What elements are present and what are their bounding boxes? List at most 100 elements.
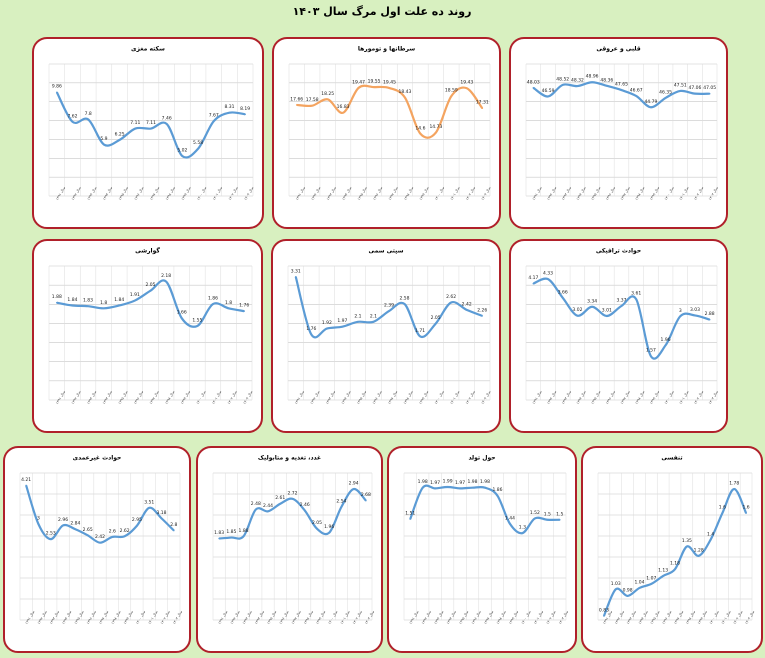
x-tick-label: سال ۱۳۹۵	[590, 186, 601, 201]
point	[686, 545, 688, 548]
data-label: 2.1	[354, 313, 361, 319]
x-tick-label: سال ۱۳۹۹	[180, 390, 191, 405]
x-tick-label: سال ۱۳۹۵	[118, 186, 129, 201]
data-label: 19.47	[352, 79, 365, 85]
data-label: 1.84	[114, 297, 124, 303]
data-label: 1.83	[214, 530, 224, 536]
data-label: 2.42	[95, 534, 105, 540]
x-tick-label: سال ۱۳۹۶	[661, 610, 672, 625]
data-label: 48.96	[586, 74, 599, 80]
x-tick-label: سال ۱۴۰۳	[172, 610, 183, 625]
data-label: 1.86	[208, 296, 218, 302]
point	[102, 307, 105, 310]
x-tick-label: سال ۱۳۹۸	[111, 610, 122, 625]
chart-card: سکته مغزی سال ۱۳۹۱ سال ۱۳۹۲ سال ۱۳۹۳ سال ۱۳۹…	[32, 37, 264, 229]
x-tick-label: سال ۱۴۰۳	[481, 186, 492, 201]
data-label: 18.43	[399, 89, 412, 95]
x-tick-label: سال ۱۴۰۰	[196, 186, 207, 201]
x-tick-label: سال ۱۳۹۶	[605, 390, 616, 405]
data-label: 2.26	[477, 307, 487, 313]
point	[450, 301, 452, 304]
x-tick-label: سال ۱۳۹۹	[315, 610, 326, 625]
data-label: 18.25	[321, 91, 334, 97]
x-tick-label: سال ۱۳۹۵	[356, 390, 367, 405]
x-tick-label: سال ۱۳۹۳	[626, 610, 637, 625]
data-label: 2.53	[46, 531, 56, 537]
x-tick-label: سال ۱۴۰۳	[364, 610, 375, 625]
x-tick-label: سال ۱۴۰۱	[211, 390, 222, 405]
x-tick-label: سال ۱۳۹۶	[134, 186, 145, 201]
data-label: 2.05	[431, 315, 441, 321]
point	[403, 303, 406, 305]
x-tick-label: سال ۱۳۹۲	[71, 390, 82, 405]
x-tick-label: سال ۱۳۹۳	[86, 186, 97, 201]
point	[471, 486, 474, 489]
x-tick-label: سال ۱۳۹۸	[164, 390, 175, 405]
x-tick-label: سال ۱۴۰۱	[679, 186, 690, 201]
x-tick-label: سال ۱۴۰۳	[558, 610, 569, 625]
x-tick-label: سال ۱۴۰۳	[708, 390, 719, 405]
data-label: 1.78	[729, 481, 739, 487]
point	[614, 588, 617, 591]
point	[664, 344, 667, 347]
x-tick-label: سال ۱۳۹۷	[620, 186, 631, 201]
point	[635, 298, 637, 301]
data-label: 5.58	[193, 140, 203, 146]
card	[32, 37, 264, 229]
data-label: 3.03	[690, 307, 700, 313]
point	[635, 95, 637, 97]
x-tick-label: سال ۱۴۰۱	[147, 610, 158, 625]
chart-title: تنفسی	[661, 455, 682, 462]
x-tick-label: سال ۱۴۰۳	[480, 390, 491, 405]
point	[328, 531, 330, 534]
x-tick-label: سال ۱۴۰۰	[434, 186, 445, 201]
data-label: 2.8	[170, 522, 177, 528]
chart-card: سپتی سمی سال ۱۳۹۱ سال ۱۳۹۲ سال ۱۳۹۳ سال ۱۳۹۴…	[271, 239, 501, 433]
chart-card: گوارشی سال ۱۳۹۱ سال ۱۳۹۲ سال ۱۳۹۳ سال ۱۳۹۴ سا…	[32, 239, 263, 433]
data-label: 1.5	[556, 511, 563, 517]
data-label: 1.92	[322, 320, 332, 326]
x-tick-label: سال ۱۳۹۱	[217, 610, 228, 625]
x-tick-label: سال ۱۳۹۲	[310, 186, 321, 201]
point	[606, 85, 608, 87]
x-tick-label: سال ۱۳۹۴	[446, 610, 457, 625]
point	[87, 305, 89, 308]
data-label: 47.06	[689, 85, 702, 91]
point	[576, 314, 579, 317]
point	[435, 131, 437, 134]
x-tick-label: سال ۱۳۹۴	[576, 186, 587, 201]
data-label: 1.76	[306, 326, 316, 332]
data-label: 1.96	[661, 337, 671, 343]
x-tick-label: سال ۱۳۹۴	[102, 186, 113, 201]
data-label: 1.44	[505, 515, 515, 521]
x-tick-label: سال ۱۴۰۰	[135, 610, 146, 625]
x-tick-label: سال ۱۴۰۳	[242, 390, 253, 405]
point	[326, 327, 328, 330]
x-tick-label: سال ۱۳۹۸	[496, 610, 507, 625]
point	[546, 518, 549, 521]
data-label: 47.65	[615, 82, 628, 88]
x-tick-label: سال ۱۴۰۲	[465, 390, 476, 405]
x-tick-label: سال ۱۴۰۲	[693, 390, 704, 405]
x-tick-label: سال ۱۳۹۸	[685, 610, 696, 625]
x-tick-label: سال ۱۳۹۶	[471, 610, 482, 625]
data-label: 1.76	[239, 303, 249, 309]
data-label: 17.58	[306, 97, 319, 103]
point	[547, 278, 549, 280]
x-tick-label: سال ۱۳۹۵	[458, 610, 469, 625]
point	[134, 127, 137, 130]
data-label: 1.04	[634, 579, 644, 585]
chart-title: گوارشی	[135, 247, 160, 255]
x-tick-label: سال ۱۴۰۱	[340, 610, 351, 625]
data-label: 17.31	[476, 100, 489, 106]
x-tick-label: سال ۱۳۹۵	[118, 390, 129, 405]
data-label: 19.43	[460, 80, 473, 86]
point	[218, 537, 220, 540]
point	[388, 87, 391, 89]
x-tick-label: سال ۱۳۹۳	[561, 186, 572, 201]
point	[638, 587, 641, 589]
point	[255, 508, 257, 511]
x-tick-label: سال ۱۴۰۲	[227, 390, 238, 405]
point	[311, 104, 313, 107]
